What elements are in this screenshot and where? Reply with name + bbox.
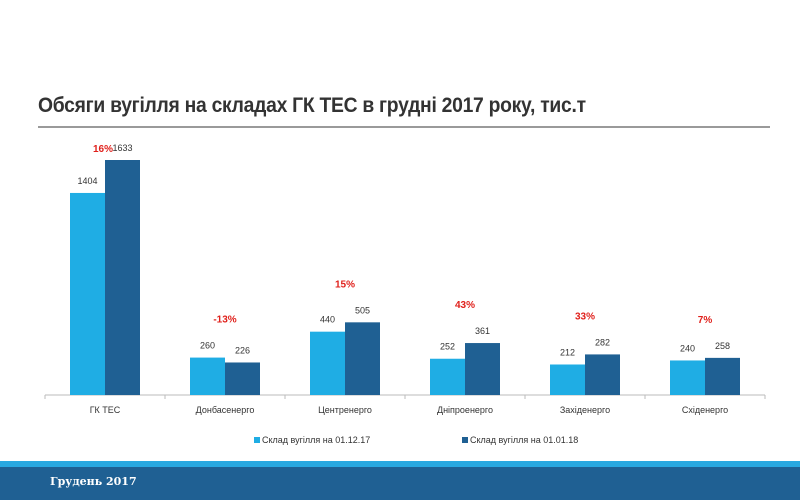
x-tick-label: Центренерго: [318, 405, 372, 415]
change-label: 43%: [455, 300, 475, 311]
footer-bar: Грудень 2017: [0, 467, 800, 500]
bar-dec: [190, 357, 225, 395]
bar-jan: [105, 160, 140, 395]
change-label: 16%: [93, 144, 113, 155]
legend-swatch: [462, 437, 468, 443]
bar-dec: [430, 358, 465, 395]
x-tick-label: Донбасенерго: [196, 405, 255, 415]
legend-label: Склад вугілля на 01.01.18: [470, 435, 578, 445]
legend-swatch: [254, 437, 260, 443]
bar-jan: [585, 354, 620, 395]
chart-title: Обсяги вугілля на складах ГК ТЕС в грудн…: [38, 94, 586, 117]
footer-stripe: [0, 461, 800, 467]
bar-dec: [70, 192, 105, 395]
data-label: 1633: [112, 143, 132, 153]
bar-dec: [550, 364, 585, 395]
footer-date: Грудень 2017: [50, 475, 137, 488]
change-label: 33%: [575, 311, 595, 322]
x-tick-label: Західенерго: [560, 405, 610, 415]
data-label: 1404: [77, 176, 97, 186]
x-tick-label: ГК ТЕС: [90, 405, 121, 415]
change-label: -13%: [213, 315, 236, 326]
data-label: 440: [320, 315, 335, 325]
data-label: 282: [595, 337, 610, 347]
bar-jan: [705, 357, 740, 395]
data-label: 260: [200, 341, 215, 351]
bar-jan: [345, 322, 380, 395]
data-label: 361: [475, 326, 490, 336]
data-label: 212: [560, 347, 575, 357]
x-tick-label: Дніпроенерго: [437, 405, 493, 415]
bar-jan: [465, 343, 500, 395]
bar-dec: [310, 331, 345, 395]
data-label: 258: [715, 341, 730, 351]
change-label: 7%: [698, 315, 713, 326]
legend-label: Склад вугілля на 01.12.17: [262, 435, 370, 445]
bar-dec: [670, 360, 705, 395]
title-divider: [38, 126, 770, 128]
data-label: 226: [235, 345, 250, 355]
data-label: 505: [355, 305, 370, 315]
change-label: 15%: [335, 279, 355, 290]
data-label: 252: [440, 342, 455, 352]
x-tick-label: Східенерго: [682, 405, 728, 415]
bar-jan: [225, 362, 260, 395]
data-label: 240: [680, 343, 695, 353]
